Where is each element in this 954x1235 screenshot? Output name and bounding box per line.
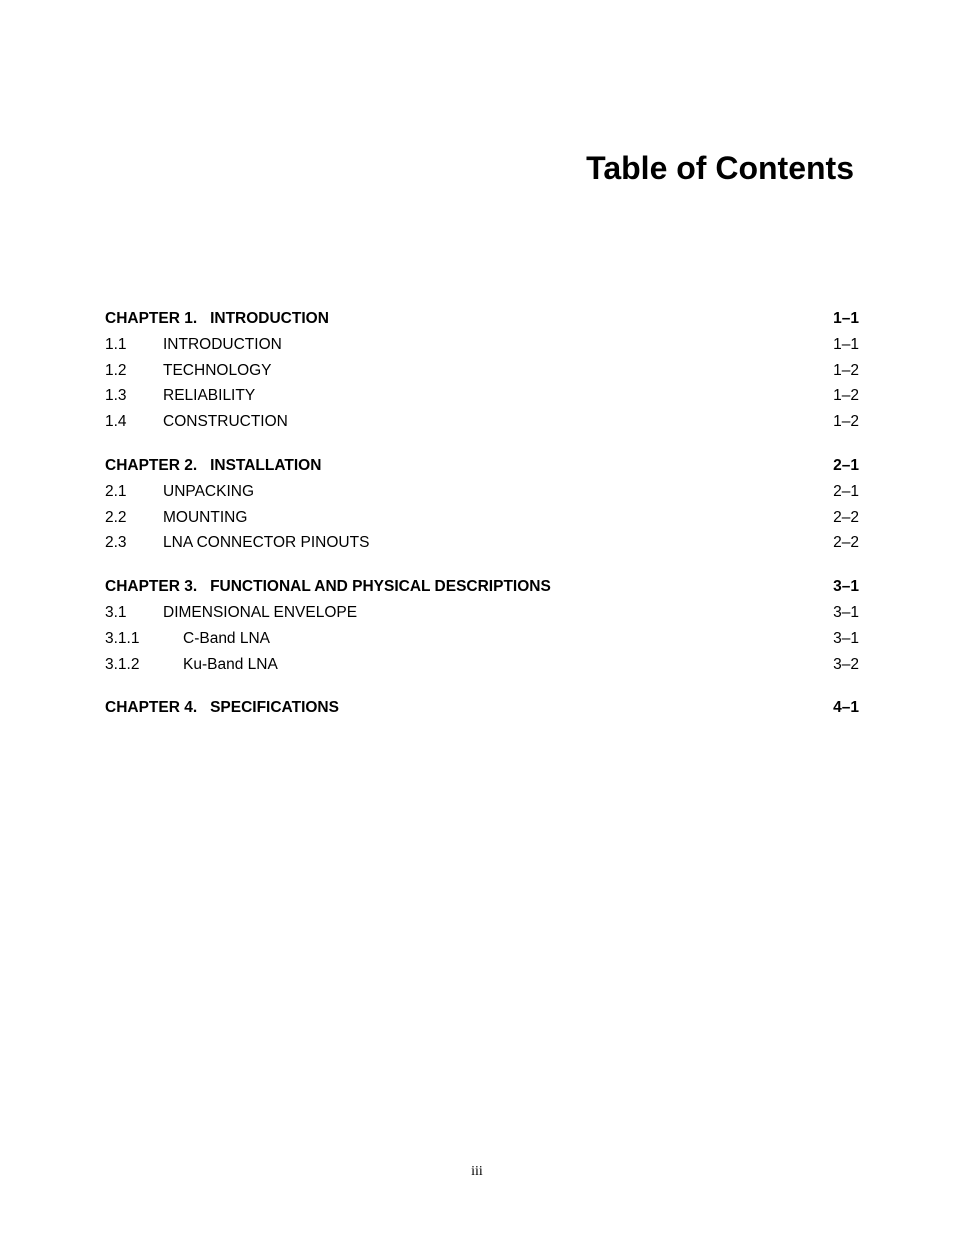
toc-entry-page: 2–1 (831, 480, 859, 505)
toc-entry-text-wrap: DIMENSIONAL ENVELOPE (155, 601, 357, 626)
toc-entry: 1.1INTRODUCTION 1–1 (105, 333, 859, 358)
toc-entry-page: 2–2 (831, 531, 859, 556)
toc-entry: 2.3 LNA CONNECTOR PINOUTS 2–2 (105, 531, 859, 556)
toc-chapter-label: CHAPTER 1. INTRODUCTION (105, 307, 329, 332)
toc-entry: 1.2TECHNOLOGY 1–2 (105, 359, 859, 384)
toc-entry-text-wrap: INTRODUCTION (163, 333, 282, 358)
toc-entry-text-wrap: RELIABILITY (163, 384, 255, 409)
toc-entry: CHAPTER 3. FUNCTIONAL AND PHYSICAL DESCR… (105, 575, 859, 600)
document-title: Table of Contents (105, 150, 859, 187)
toc-entry: 1.3RELIABILITY 1–2 (105, 384, 859, 409)
page-container: Table of Contents CHAPTER 1. INTRODUCTIO… (0, 0, 954, 721)
toc-entry-text: Ku-Band LNA (183, 656, 278, 673)
toc-entry-text: UNPACKING (163, 483, 254, 500)
toc-entry-text: MOUNTING (163, 509, 247, 526)
toc-entry-text-wrap: Ku-Band LNA (163, 653, 278, 678)
toc-entry-page: 1–1 (831, 307, 859, 332)
toc-entry-page: 3–1 (831, 575, 859, 600)
toc-entry-number: 1.4 (105, 410, 163, 435)
toc-entry-number: 1.3 (105, 384, 163, 409)
toc-entry-text-wrap: TECHNOLOGY (163, 359, 272, 384)
toc-entry-text-wrap: C-Band LNA (163, 627, 270, 652)
toc-chapter-label: CHAPTER 2. INSTALLATION (105, 454, 321, 479)
toc-entry: 1.4CONSTRUCTION 1–2 (105, 410, 859, 435)
page-number-footer: iii (0, 1164, 954, 1180)
toc-entry-text: CONSTRUCTION (163, 413, 288, 430)
toc-entry-text-wrap: CONSTRUCTION (163, 410, 288, 435)
toc-entry-number: 2.2 (105, 506, 155, 531)
toc-gap (105, 436, 859, 454)
toc-entry-text: DIMENSIONAL ENVELOPE (163, 604, 357, 621)
toc-entry: 2.1 UNPACKING 2–1 (105, 480, 859, 505)
toc-entry-number: 2.1 (105, 480, 155, 505)
toc-entry: CHAPTER 4. SPECIFICATIONS 4–1 (105, 696, 859, 721)
toc-entry: 3.1 DIMENSIONAL ENVELOPE 3–1 (105, 601, 859, 626)
toc-gap (105, 678, 859, 696)
toc-entry-text: LNA CONNECTOR PINOUTS (163, 534, 369, 551)
toc-entry: 3.1.2 Ku-Band LNA 3–2 (105, 653, 859, 678)
toc-entry-text: C-Band LNA (183, 630, 270, 647)
toc-entry: CHAPTER 2. INSTALLATION 2–1 (105, 454, 859, 479)
toc-entry: 2.2 MOUNTING 2–2 (105, 506, 859, 531)
toc-entry-page: 2–1 (831, 454, 859, 479)
toc-entry-text: TECHNOLOGY (163, 362, 272, 379)
toc-entry-page: 3–1 (831, 627, 859, 652)
toc-entry-number: 2.3 (105, 531, 155, 556)
toc-entry-page: 1–2 (831, 359, 859, 384)
toc-entry: CHAPTER 1. INTRODUCTION 1–1 (105, 307, 859, 332)
toc-entry-text-wrap: MOUNTING (155, 506, 247, 531)
toc-entry-page: 1–1 (831, 333, 859, 358)
toc-gap (105, 557, 859, 575)
toc-entry-number: 3.1.1 (105, 627, 163, 652)
toc-chapter-label: CHAPTER 4. SPECIFICATIONS (105, 696, 339, 721)
toc-entry-text: RELIABILITY (163, 387, 255, 404)
toc-entry: 3.1.1 C-Band LNA 3–1 (105, 627, 859, 652)
toc-entry-text: INTRODUCTION (163, 336, 282, 353)
toc-chapter-label: CHAPTER 3. FUNCTIONAL AND PHYSICAL DESCR… (105, 575, 551, 600)
toc-entry-page: 3–1 (831, 601, 859, 626)
toc-entry-number: 3.1 (105, 601, 155, 626)
toc-entry-text-wrap: LNA CONNECTOR PINOUTS (155, 531, 369, 556)
toc-entry-page: 1–2 (831, 384, 859, 409)
toc-entry-page: 2–2 (831, 506, 859, 531)
toc-entry-number: 1.2 (105, 359, 163, 384)
toc-entry-text-wrap: UNPACKING (155, 480, 254, 505)
toc-entry-page: 1–2 (831, 410, 859, 435)
toc-entry-number: 3.1.2 (105, 653, 163, 678)
table-of-contents: CHAPTER 1. INTRODUCTION1–11.1INTRODUCTIO… (105, 307, 859, 721)
toc-entry-page: 3–2 (831, 653, 859, 678)
toc-entry-number: 1.1 (105, 333, 163, 358)
toc-entry-page: 4–1 (831, 696, 859, 721)
